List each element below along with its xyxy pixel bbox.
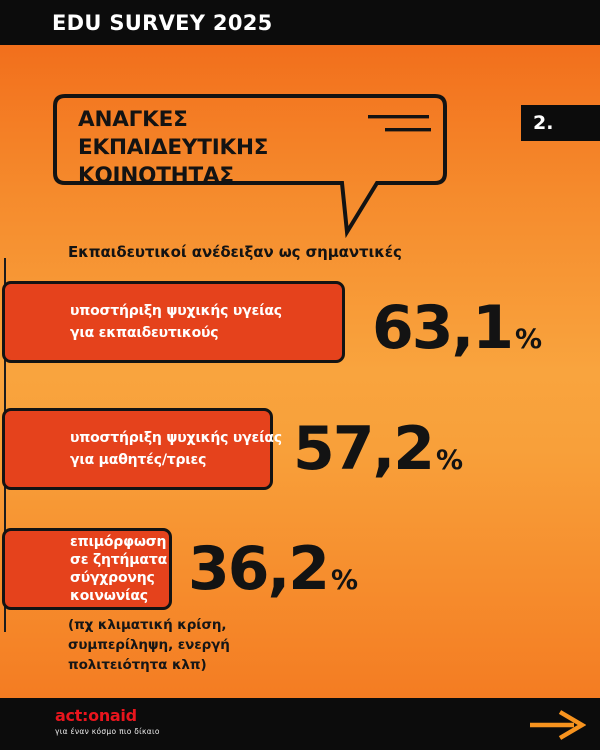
footnote-line: συμπερίληψη, ενεργή bbox=[68, 637, 230, 653]
footnote-line: πολιτειότητα κλπ) bbox=[68, 657, 207, 673]
percent-sign: % bbox=[515, 324, 543, 355]
value-mental-health-teachers: 63,1 % bbox=[372, 287, 542, 369]
bar-label-line: υποστήριξη ψυχικής υγείας bbox=[70, 303, 282, 319]
chart-subtitle: Εκπαιδευτικοί ανέδειξαν ως σημαντικές bbox=[68, 243, 402, 261]
actionaid-logo-text: act:onaid bbox=[55, 706, 137, 725]
footnote-line: (πχ κλιματική κρίση, bbox=[68, 617, 227, 633]
value-number: 63,1 bbox=[372, 293, 514, 363]
page-title: EDU SURVEY 2025 bbox=[52, 10, 273, 35]
footnote: (πχ κλιματική κρίση, συμπερίληψη, ενεργή… bbox=[68, 615, 230, 675]
value-training-modern-society: 36,2 % bbox=[188, 528, 358, 610]
bar-label-line: σύγχρονης bbox=[70, 570, 155, 586]
header-bar: EDU SURVEY 2025 bbox=[0, 0, 600, 45]
percent-sign: % bbox=[436, 445, 464, 476]
actionaid-logo: act:onaid για έναν κόσμο πιο δίκαιο bbox=[55, 706, 160, 737]
actionaid-tagline: για έναν κόσμο πιο δίκαιο bbox=[55, 727, 160, 736]
bar-mental-health-teachers: υποστήριξη ψυχικής υγείας για εκπαιδευτι… bbox=[2, 281, 345, 363]
section-title-line1: ΑΝΑΓΚΕΣ bbox=[78, 107, 188, 132]
percent-sign: % bbox=[331, 565, 359, 596]
next-arrow-icon[interactable] bbox=[528, 710, 586, 740]
footer-bar: act:onaid για έναν κόσμο πιο δίκαιο bbox=[0, 698, 600, 750]
bar-mental-health-students: υποστήριξη ψυχικής υγείας για μαθητές/τρ… bbox=[2, 408, 282, 490]
bar-label-line: επιμόρφωση bbox=[70, 534, 167, 550]
value-number: 36,2 bbox=[188, 534, 330, 604]
bar-label-line: κοινωνίας bbox=[70, 588, 148, 604]
bar-label-line: σε ζητήματα bbox=[70, 552, 167, 568]
section-title-line2: ΕΚΠΑΙΔΕΥΤΙΚΗΣ ΚΟΙΝΟΤΗΤΑΣ bbox=[78, 135, 269, 188]
section-number-badge: 2. bbox=[521, 105, 600, 141]
value-mental-health-students: 57,2 % bbox=[293, 408, 463, 490]
bar-label-line: υποστήριξη ψυχικής υγείας bbox=[70, 430, 282, 446]
bar-training-modern-society: επιμόρφωση σε ζητήματα σύγχρονης κοινωνί… bbox=[2, 528, 172, 610]
section-title: ΑΝΑΓΚΕΣ ΕΚΠΑΙΔΕΥΤΙΚΗΣ ΚΟΙΝΟΤΗΤΑΣ bbox=[78, 106, 428, 190]
value-number: 57,2 bbox=[293, 414, 435, 484]
bar-label-line: για μαθητές/τριες bbox=[70, 452, 207, 468]
bar-label-line: για εκπαιδευτικούς bbox=[70, 325, 219, 341]
